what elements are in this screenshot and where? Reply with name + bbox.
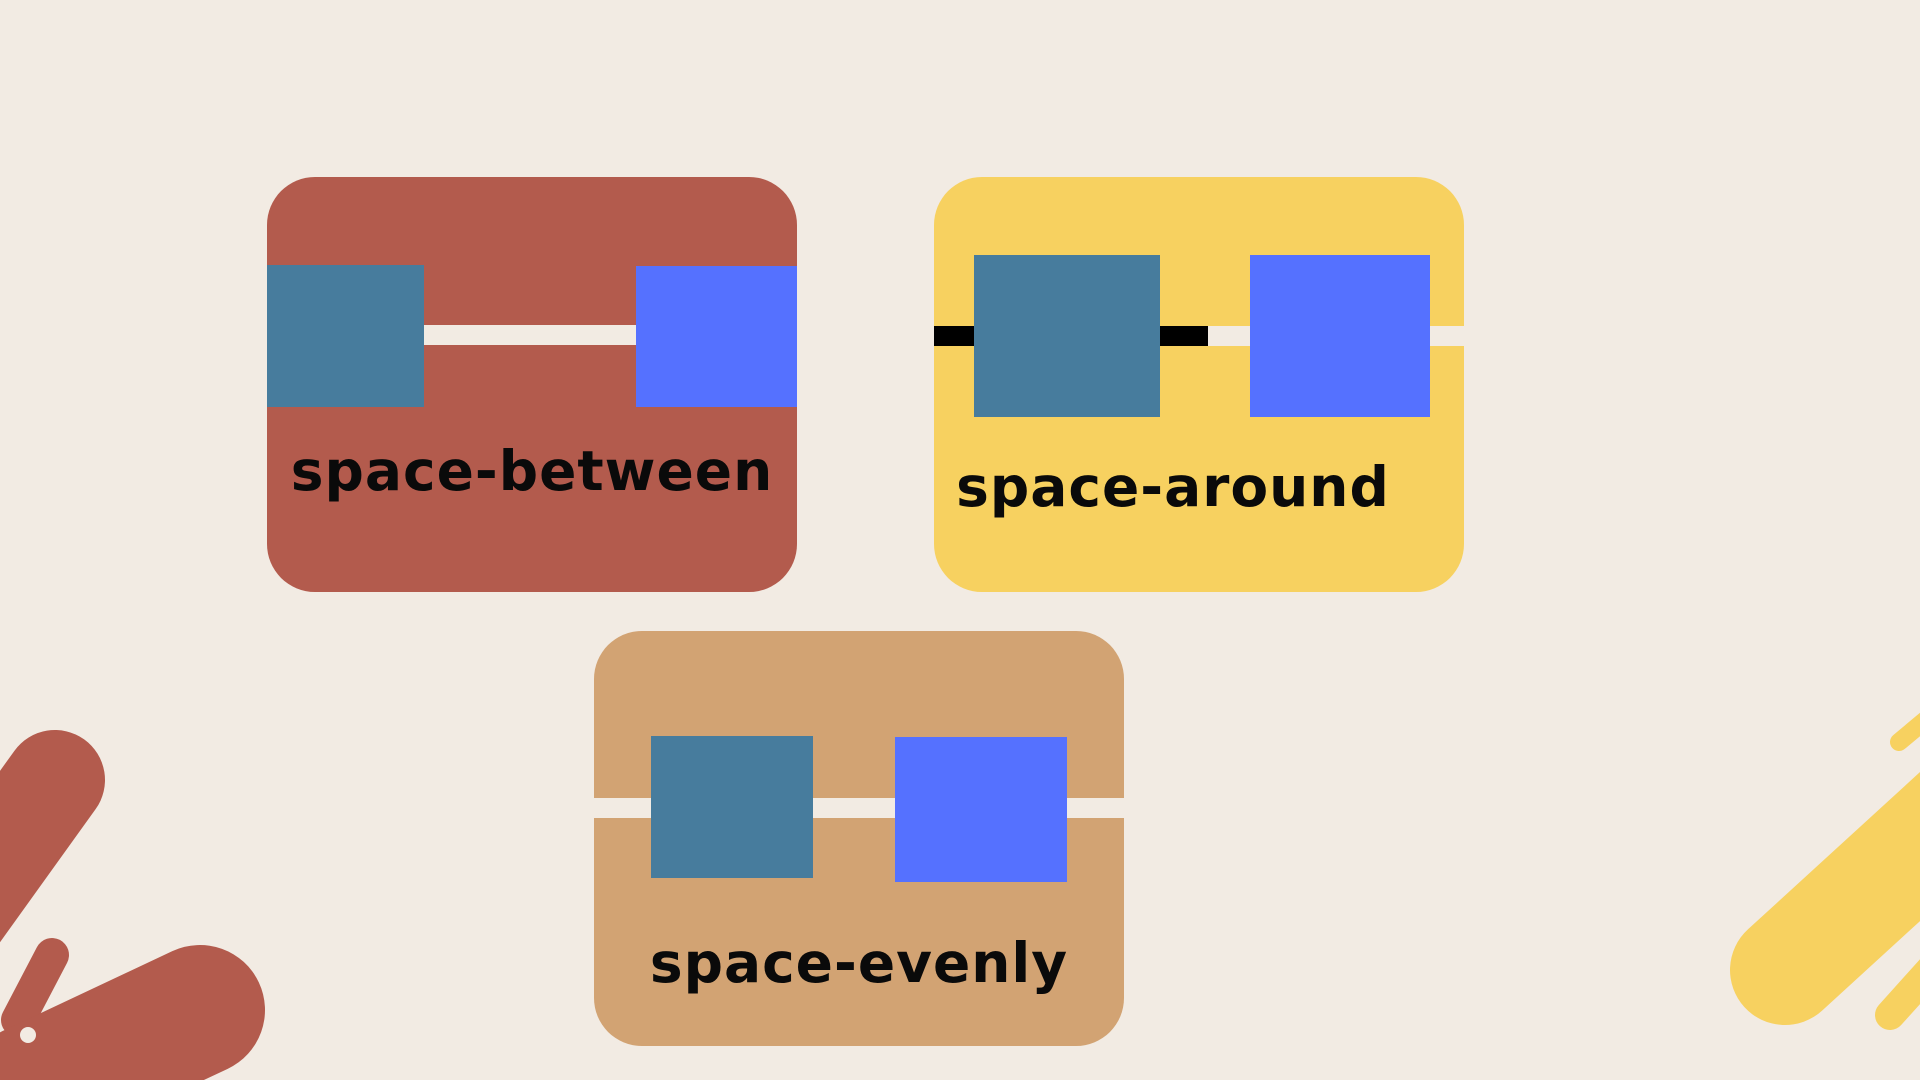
space-between-label: space-between [290, 439, 774, 503]
space-between-item-2 [636, 266, 797, 407]
space-evenly-card: space-evenly [594, 631, 1124, 1046]
space-around-label: space-around [956, 455, 1390, 519]
red-stroke-bottom [0, 945, 265, 1080]
space-around-gap-left [934, 326, 974, 346]
space-evenly-label: space-evenly [649, 931, 1069, 995]
space-around-card: space-around [934, 177, 1464, 592]
red-stroke-top [0, 730, 105, 943]
yellow-stroke-thin [1890, 712, 1920, 751]
red-stroke-thin [1, 938, 69, 1037]
space-around-item-1 [974, 255, 1160, 417]
yellow-stroke-large [1730, 772, 1920, 1025]
yellow-stroke-small [1875, 959, 1920, 1030]
space-around-item-2 [1250, 255, 1430, 417]
space-between-item-1 [267, 265, 424, 407]
space-evenly-item-2 [895, 737, 1067, 882]
red-dot [20, 1027, 36, 1043]
space-evenly-item-1 [651, 736, 813, 878]
space-around-gap-middle [1160, 326, 1208, 346]
space-between-card: space-between [267, 177, 797, 592]
